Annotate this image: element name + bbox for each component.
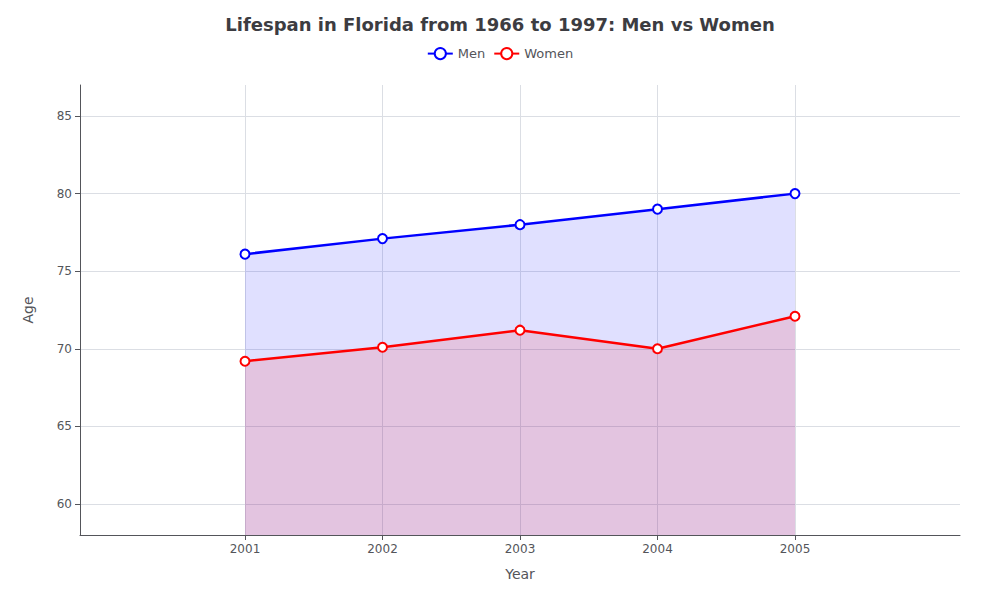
- svg-text:Men: Men: [458, 46, 485, 61]
- svg-text:2005: 2005: [780, 542, 811, 556]
- svg-text:80: 80: [57, 187, 72, 201]
- svg-text:2001: 2001: [230, 542, 261, 556]
- svg-text:Women: Women: [524, 46, 573, 61]
- svg-text:2003: 2003: [505, 542, 536, 556]
- svg-text:Age: Age: [20, 296, 36, 323]
- svg-text:65: 65: [57, 419, 72, 433]
- svg-text:60: 60: [57, 497, 72, 511]
- svg-text:Lifespan in Florida from 1966: Lifespan in Florida from 1966 to 1997: M…: [225, 14, 774, 35]
- svg-text:2004: 2004: [642, 542, 673, 556]
- svg-text:Year: Year: [504, 566, 535, 582]
- svg-text:75: 75: [57, 264, 72, 278]
- svg-text:2002: 2002: [367, 542, 398, 556]
- svg-text:70: 70: [57, 342, 72, 356]
- svg-text:85: 85: [57, 109, 72, 123]
